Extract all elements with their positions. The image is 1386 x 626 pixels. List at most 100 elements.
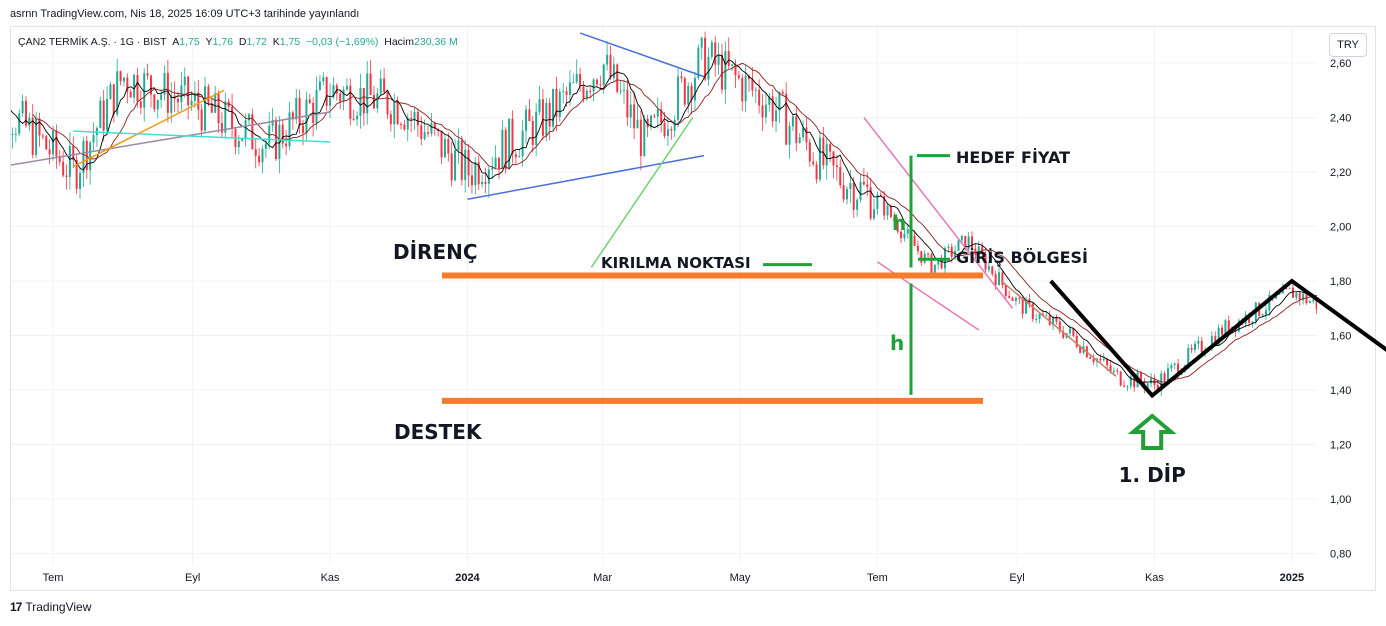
candle-body [869,187,872,219]
trendline-green [590,117,694,268]
target-label: HEDEF FİYAT [956,148,1070,167]
candle-body [842,185,845,200]
candle-body [210,103,213,113]
candle-body [302,125,305,133]
candle-body [5,106,7,119]
candle-body [1133,376,1136,388]
currency-button[interactable]: TRY [1329,33,1367,57]
candle-body [177,98,180,103]
candle-body [1018,297,1021,299]
candle-body [663,122,666,137]
candle-body [1295,292,1298,298]
candle-body [916,245,919,252]
candle-body [460,140,463,180]
double-bottom-pattern-line [1049,278,1386,399]
candle-body [149,75,152,95]
price-axis[interactable]: 2,60 2,40 2,20 2,00 1,80 1,60 1,40 1,20 1,00 0,80 [1330,58,1351,561]
candle-body [873,209,876,219]
candle-body [322,77,325,82]
candle-body [1312,299,1315,302]
candle-body [900,231,903,239]
candle-body [680,76,683,79]
candle-body [693,78,696,101]
candle-body [845,189,848,200]
candle-body [11,134,14,136]
candle-body [160,94,163,100]
candle-body [572,82,575,84]
candle-body [28,117,31,126]
candle-body [565,91,568,95]
candle-body [741,78,744,102]
candle-body [349,85,352,119]
candle-body [930,254,933,276]
candle-body [1011,297,1014,302]
candle-body [1004,284,1007,297]
candle-body [119,71,122,82]
high-label: Y [205,36,213,48]
candle-body [1278,293,1281,295]
symbol-name[interactable]: ÇAN2 TERMİK A.Ş. · 1G · BIST [18,36,167,48]
candle-body [825,144,828,166]
candle-body [602,64,605,86]
candle-body [595,79,598,85]
x-tick-label: 2025 [1280,572,1304,584]
candle-body [1008,296,1011,298]
candle-body [913,235,916,246]
candle-body [454,150,457,181]
candle-body [396,101,399,125]
candle-body [879,194,882,197]
candle-body [497,157,500,169]
candle-body [724,51,727,90]
candle-body [568,82,571,95]
y-tick-label: 2,00 [1330,222,1351,234]
candle-body [731,64,734,66]
candle-body [589,90,592,92]
annotations-layer: DİRENÇ DESTEK KIRILMA NOKTASI HEDEF FİYAT Gİ… [393,148,1386,487]
candle-body [1333,319,1335,322]
candle-body [1193,343,1196,350]
candle-body [403,124,406,130]
candle-body [136,74,139,102]
candle-body [477,162,480,185]
candle-body [68,145,71,177]
candle-body [964,236,967,250]
candle-body [112,84,115,115]
candle-body [1370,343,1372,348]
candle-body [653,115,656,117]
high-value: 1,76 [212,36,233,48]
candle-body [92,135,95,143]
candle-body [852,183,855,210]
candle-body [55,130,58,157]
candle-body [1109,365,1112,372]
time-axis[interactable]: TemEylKas2024MarMayTemEylKas2025MarMayTe… [43,572,1386,584]
candle-body [31,117,34,155]
candle-body [416,111,419,126]
candle-body [775,110,778,122]
candle-body [271,119,274,126]
y-tick-label: 2,20 [1330,167,1351,179]
candle-body [1123,385,1126,387]
candle-body [443,138,446,158]
candle-body [352,118,355,120]
candle-body [1173,363,1176,366]
candle-body [1116,370,1119,372]
candle-body [758,89,761,106]
candle-body [1224,320,1227,335]
candle-body [393,101,396,125]
candle-body [991,266,994,275]
candle-body [1197,340,1200,344]
candle-body [217,93,220,124]
candle-body [1268,294,1271,311]
candle-body [247,114,250,121]
trendline-grey [11,111,331,166]
publish-header: asrnn TradingView.com, Nis 18, 2025 16:0… [10,8,360,20]
candle-body [420,125,423,139]
candle-body [802,127,805,138]
footer-brand[interactable]: 17 TradingView [10,600,91,614]
candle-body [41,135,44,137]
candle-body [629,104,632,118]
y-tick-label: 0,80 [1330,549,1351,561]
candle-body [1129,376,1132,387]
candle-body [501,129,504,169]
